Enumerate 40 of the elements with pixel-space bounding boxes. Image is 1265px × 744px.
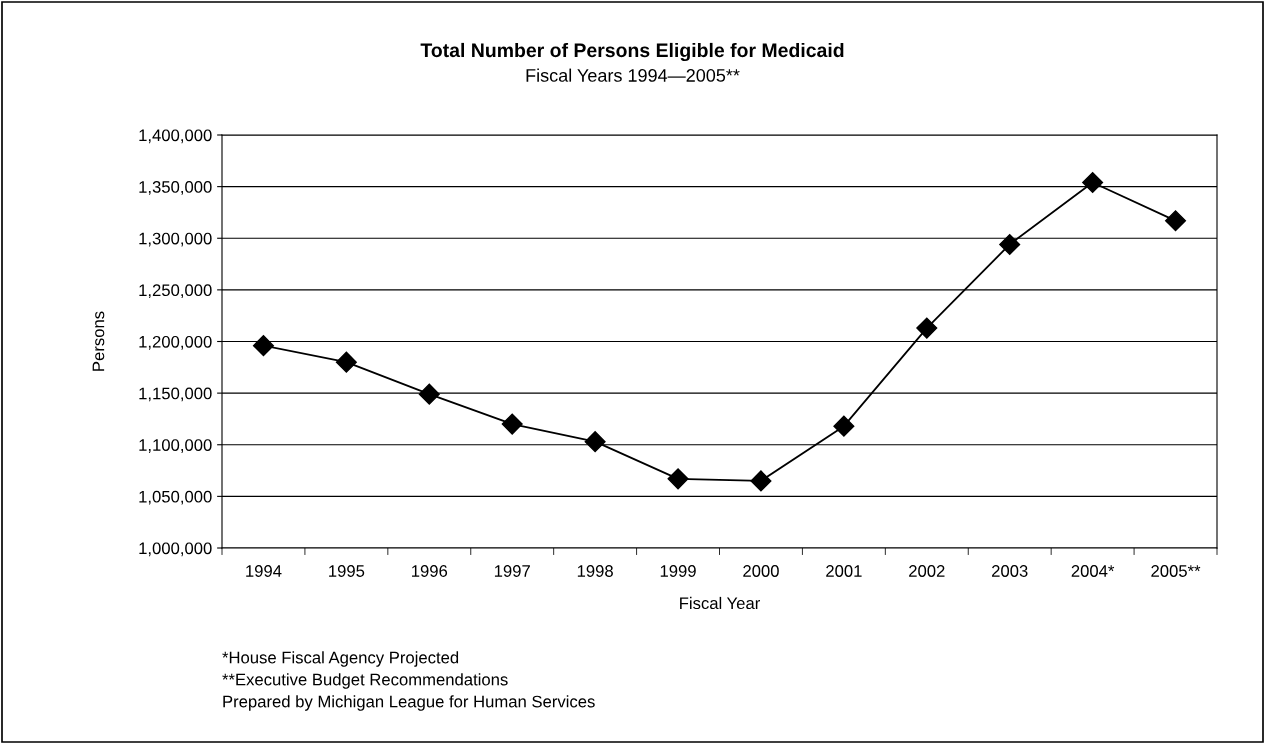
x-tick-label: 1999: [660, 565, 696, 577]
text: Prepared by Michigan League for Human Services: [223, 695, 595, 711]
y-tick-label: 1,000,000: [139, 542, 212, 557]
text: **Executive Budget Recommendations: [222, 673, 508, 689]
x-tick-label: 2004*: [1071, 565, 1115, 577]
y-tick-label: 1,300,000: [139, 232, 212, 247]
x-tick-label: 2000: [743, 565, 779, 577]
point: [750, 470, 772, 492]
y-tick-label: 1,150,000: [139, 387, 212, 402]
y-tick-label: 1,200,000: [139, 335, 212, 350]
y-tick-label: 1,050,000: [139, 490, 212, 505]
point: [252, 335, 274, 357]
point: [418, 383, 440, 405]
x-tick-label: 2001: [826, 565, 862, 577]
y-tick-label: 1,250,000: [139, 284, 212, 299]
point: [833, 415, 855, 437]
chart-title: Total Number of Persons Eligible for Medicaid: [420, 42, 844, 62]
point: [501, 413, 523, 435]
point: [584, 431, 606, 453]
y-axis-title: Persons: [92, 311, 105, 371]
point: [1165, 210, 1187, 232]
x-axis-title: Fiscal Year: [680, 596, 760, 610]
y-tick-label: 1,100,000: [139, 439, 212, 453]
point: [916, 317, 938, 339]
point: [335, 351, 357, 373]
x-tick-label: 2002: [909, 565, 945, 577]
y-tick-label: 1,400,000: [139, 129, 212, 144]
text: *House Fiscal Agency Projected: [222, 651, 459, 667]
x-tick-label: 1994: [246, 565, 282, 577]
x-tick-label: 1998: [577, 565, 613, 577]
chart-subtitle: Fiscal Years 1994—2005**: [526, 68, 740, 82]
x-tick-label: 2003: [992, 565, 1028, 577]
x-tick-label: 1995: [329, 565, 365, 577]
y-tick-label: 1,350,000: [139, 181, 212, 195]
x-tick-label: 1996: [412, 565, 448, 577]
x-tick-label: 1997: [494, 565, 530, 577]
point: [1082, 171, 1104, 194]
point: [667, 468, 689, 490]
x-tick-label: 2005**: [1151, 565, 1201, 577]
point: [999, 233, 1021, 255]
